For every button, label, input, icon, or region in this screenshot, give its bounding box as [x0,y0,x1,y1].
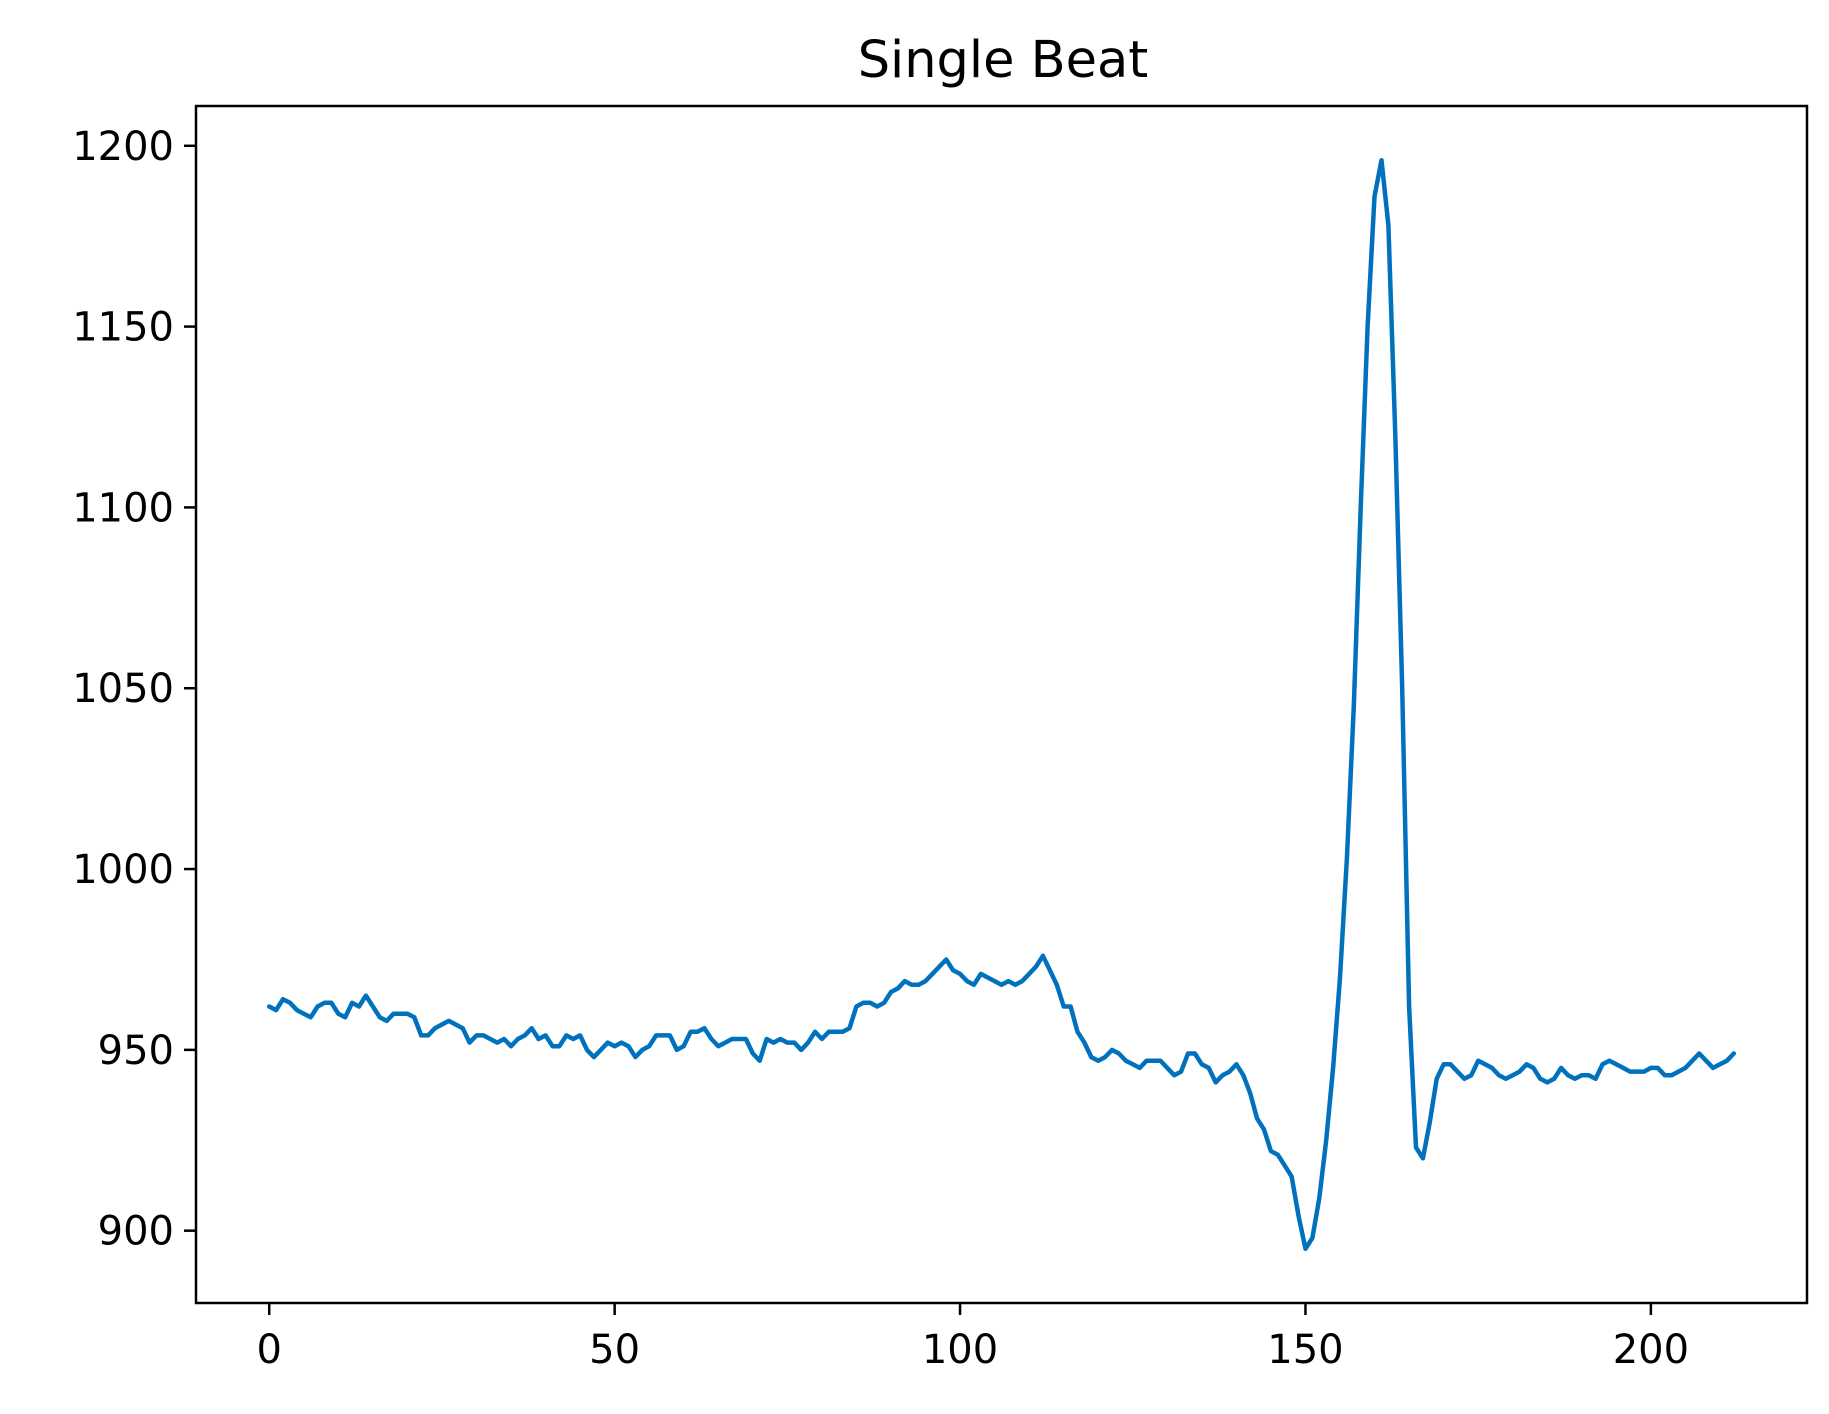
x-tick-label: 100 [922,1327,998,1373]
y-tick-label: 1000 [72,847,174,893]
x-axis: 0 50 100 150 200 [257,1303,1689,1373]
plot-frame [194,104,1809,1305]
x-tick-label: 150 [1267,1327,1343,1373]
y-tick-label: 1150 [72,305,174,351]
series-line [266,157,1737,1252]
x-tick-label: 200 [1613,1327,1689,1373]
y-tick-label: 1050 [72,666,174,712]
x-tick-label: 0 [257,1327,282,1373]
x-tick-label: 50 [589,1327,640,1373]
y-tick-label: 1100 [72,485,174,531]
chart-title: Single Beat [858,31,1149,90]
y-tick-label: 950 [98,1028,174,1074]
y-axis: 900 950 1000 1050 1100 1150 1200 [72,124,196,1255]
y-tick-label: 900 [98,1209,174,1255]
y-tick-label: 1200 [72,124,174,170]
